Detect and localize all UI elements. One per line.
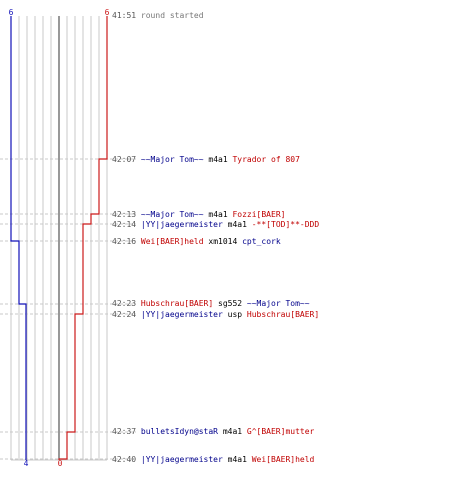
- weapon-name: m4a1: [227, 220, 247, 229]
- kill-event-row: 42:07 ~~Major Tom~~ m4a1 Tyrador of 807: [112, 155, 300, 165]
- killer-name: ~~Major Tom~~: [140, 210, 204, 219]
- kill-event-row: 42:23 Hubschrau[BAER] sg552 ~~Major Tom~…: [112, 299, 310, 309]
- kill-event-row: 42:37 bulletsIdyn@staR m4a1 G^[BAER]mutt…: [112, 427, 314, 437]
- killer-name: Hubschrau[BAER]: [140, 299, 214, 308]
- round-started-text: round started: [140, 11, 204, 20]
- timestamp: 42:16: [112, 237, 137, 246]
- weapon-name: m4a1: [227, 455, 247, 464]
- victim-name: Tyrador of 807: [232, 155, 300, 164]
- victim-name: -**[TOD]**-DDD: [251, 220, 320, 229]
- weapon-name: m4a1: [222, 427, 243, 436]
- killer-name: |YY|jaegermeister: [140, 310, 223, 319]
- weapon-name: usp: [227, 310, 243, 319]
- weapon-name: m4a1: [208, 155, 228, 164]
- killer-name: |YY|jaegermeister: [140, 455, 223, 464]
- killer-name: Wei[BAER]held: [140, 237, 204, 246]
- kill-event-row: 42:40 |YY|jaegermeister m4a1 Wei[BAER]he…: [112, 455, 314, 465]
- weapon-name: m4a1: [208, 210, 228, 219]
- bottom-blue-count: 4: [24, 459, 29, 468]
- timestamp: 42:13: [112, 210, 137, 219]
- red-team-line: [58, 16, 108, 460]
- killer-name: bulletsIdyn@staR: [140, 427, 218, 436]
- kill-event-row: 42:16 Wei[BAER]held xm1014 cpt_cork: [112, 237, 281, 247]
- victim-name: ~~Major Tom~~: [246, 299, 310, 308]
- timestamp: 42:14: [112, 220, 137, 229]
- victim-name: Hubschrau[BAER]: [246, 310, 320, 319]
- timestamp: 42:24: [112, 310, 137, 319]
- weapon-name: xm1014: [208, 237, 238, 246]
- top-blue-count: 6: [9, 8, 14, 17]
- timestamp: 42:37: [112, 427, 137, 436]
- killer-name: |YY|jaegermeister: [140, 220, 223, 229]
- victim-name: cpt_cork: [242, 237, 281, 246]
- victim-name: Wei[BAER]held: [251, 455, 315, 464]
- blue-team-line: [10, 16, 27, 460]
- timestamp: 42:07: [112, 155, 137, 164]
- timestamp: 41:51: [112, 11, 137, 20]
- victim-name: Fozzi[BAER]: [232, 210, 286, 219]
- timestamp: 42:23: [112, 299, 137, 308]
- victim-name: G^[BAER]mutter: [246, 427, 315, 436]
- weapon-name: sg552: [218, 299, 243, 308]
- event-guide-lines: [0, 158, 136, 460]
- bottom-red-count: 0: [58, 459, 63, 468]
- killer-name: ~~Major Tom~~: [140, 155, 204, 164]
- kill-event-row: 42:24 |YY|jaegermeister usp Hubschrau[BA…: [112, 310, 319, 320]
- timestamp: 42:40: [112, 455, 137, 464]
- top-red-count: 6: [105, 8, 110, 17]
- log-start-row: 41:51 round started: [112, 11, 204, 21]
- kill-event-row: 42:14 |YY|jaegermeister m4a1 -**[TOD]**-…: [112, 220, 319, 230]
- kill-event-row: 42:13 ~~Major Tom~~ m4a1 Fozzi[BAER]: [112, 210, 285, 220]
- team-score-lines: [10, 16, 108, 460]
